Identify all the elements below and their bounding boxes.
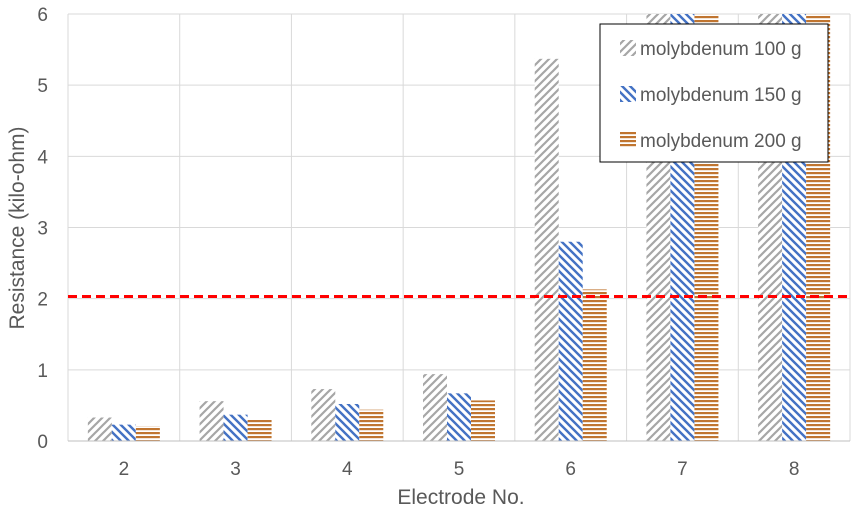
bar-molybdenum-150-g-3 xyxy=(223,414,248,441)
x-tick-label: 8 xyxy=(789,459,800,480)
legend-swatch xyxy=(620,86,636,102)
x-tick-label: 3 xyxy=(230,459,241,480)
y-axis-label: Resistance (kilo-ohm) xyxy=(6,126,29,329)
legend-box xyxy=(599,23,829,163)
x-tick-label: 7 xyxy=(677,459,688,480)
legend: molybdenum 100 g molybdenum 150 g molybden… xyxy=(599,23,829,163)
y-tick-label: 5 xyxy=(37,76,48,97)
bar-molybdenum-150-g-6 xyxy=(558,241,583,441)
y-tick-label: 3 xyxy=(37,219,48,240)
y-tick-label: 0 xyxy=(37,432,48,453)
bar-molybdenum-100-g-5 xyxy=(423,374,447,441)
bar-molybdenum-100-g-2 xyxy=(87,417,112,441)
bar-molybdenum-200-g-2 xyxy=(135,426,160,441)
bar-molybdenum-100-g-3 xyxy=(199,401,224,441)
legend-label: molybdenum 100 g xyxy=(640,39,802,60)
x-tick-label: 2 xyxy=(119,459,130,480)
y-tick-label: 1 xyxy=(37,361,48,382)
x-tick-label: 6 xyxy=(565,459,576,480)
bar-molybdenum-100-g-6 xyxy=(534,58,559,442)
y-tick-label: 2 xyxy=(37,290,48,311)
gridlines xyxy=(67,13,851,442)
y-tick-label: 6 xyxy=(37,5,48,26)
bar-molybdenum-200-g-6 xyxy=(582,289,607,441)
y-tick-label: 4 xyxy=(37,147,48,168)
x-tick-label: 5 xyxy=(454,459,465,480)
bar-molybdenum-150-g-2 xyxy=(111,424,136,441)
bar-molybdenum-150-g-4 xyxy=(335,403,360,441)
x-axis-label: Electrode No. xyxy=(397,486,524,509)
legend-label: molybdenum 150 g xyxy=(640,85,802,106)
bar-molybdenum-200-g-5 xyxy=(471,400,495,441)
bars-layer xyxy=(87,14,831,442)
bar-molybdenum-200-g-3 xyxy=(247,418,272,441)
bar-molybdenum-150-g-5 xyxy=(447,393,471,441)
bar-molybdenum-200-g-4 xyxy=(359,409,384,441)
axes-layer: 0 1 2 3 4 5 6 2 3 4 5 6 7 8 xyxy=(37,5,850,480)
x-tick-label: 4 xyxy=(342,459,353,480)
legend-swatch xyxy=(620,132,636,148)
legend-label: molybdenum 200 g xyxy=(640,131,802,152)
legend-swatch xyxy=(620,40,636,56)
bar-molybdenum-100-g-4 xyxy=(311,389,336,441)
